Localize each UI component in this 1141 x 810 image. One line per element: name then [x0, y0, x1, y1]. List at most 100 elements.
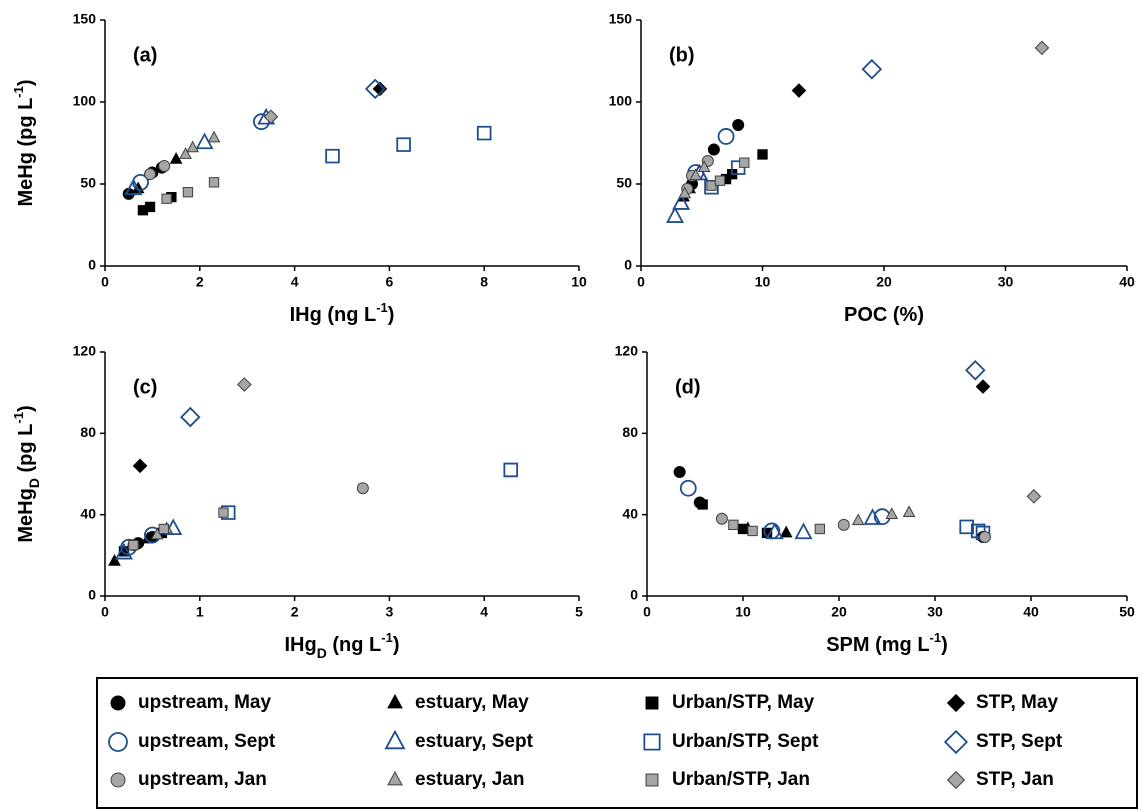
x-axis-label: SPM (mg L-1): [826, 630, 948, 656]
legend-marker: [384, 729, 406, 750]
x-axis-label: POC (%): [844, 304, 924, 326]
legend-label: Urban/STP, Jan: [672, 769, 810, 790]
point: [715, 512, 728, 525]
point: [158, 523, 169, 535]
point: [779, 525, 793, 538]
label-text: ): [388, 304, 395, 326]
point: [169, 152, 183, 164]
x-tick-label: 2: [291, 604, 299, 620]
label-text: IHg (ng L: [290, 304, 377, 326]
point: [186, 140, 200, 153]
point: [476, 125, 492, 141]
label-sup: -1: [381, 630, 393, 645]
legend-label: estuary, May: [415, 692, 529, 713]
point: [237, 377, 252, 392]
legend-marker: [645, 696, 659, 710]
y-tick-label: 40: [622, 505, 638, 521]
point: [959, 519, 974, 535]
x-axis-label: IHgD (ng L-1): [284, 630, 399, 661]
point: [747, 525, 758, 537]
y-tick-label: 150: [609, 11, 633, 27]
point: [739, 157, 750, 168]
point: [794, 522, 813, 540]
x-tick-label: 1: [196, 604, 204, 620]
point: [714, 175, 726, 186]
y-tick-label: 120: [73, 343, 97, 359]
point: [128, 539, 139, 551]
point: [697, 160, 711, 172]
legend-label: estuary, Sept: [415, 731, 534, 752]
y-tick-label: 80: [622, 424, 638, 440]
point: [161, 193, 172, 204]
point: [144, 201, 156, 213]
legend-label: upstream, May: [138, 692, 271, 713]
panel-label: (d): [675, 376, 701, 398]
panel-label: (a): [133, 44, 157, 66]
x-tick-label: 6: [386, 274, 394, 290]
label-text: IHg: [284, 634, 316, 656]
point: [208, 177, 220, 188]
y-tick-label: 0: [630, 587, 638, 603]
point: [124, 178, 143, 196]
legend-marker: [946, 770, 966, 790]
y-tick-label: 50: [80, 175, 96, 191]
legend-label: estuary, Jan: [415, 769, 524, 790]
point: [757, 149, 768, 160]
x-tick-label: 40: [1023, 604, 1039, 620]
legend-label: STP, May: [976, 692, 1058, 713]
point: [207, 130, 221, 143]
legend-marker: [387, 693, 403, 709]
point: [325, 148, 340, 164]
point: [717, 128, 735, 145]
point: [706, 180, 717, 191]
x-tick-label: 30: [998, 274, 1014, 290]
legend-box: [96, 677, 1138, 809]
point: [666, 206, 685, 223]
label-text: (ng L: [327, 634, 381, 656]
x-tick-label: 10: [755, 274, 771, 290]
point: [975, 379, 991, 394]
x-tick-label: 0: [643, 604, 651, 620]
legend-marker: [108, 732, 128, 752]
point: [689, 168, 703, 181]
label-text: ): [393, 634, 400, 656]
label-sub: D: [26, 478, 42, 488]
x-tick-label: 0: [637, 274, 645, 290]
x-tick-label: 8: [480, 274, 488, 290]
legend-marker: [110, 695, 126, 711]
label-text: MeHg: [15, 488, 37, 542]
point: [182, 187, 194, 198]
point: [837, 518, 850, 531]
y-tick-label: 0: [624, 257, 632, 273]
x-tick-label: 2: [196, 274, 204, 290]
legend-label: STP, Jan: [976, 769, 1054, 790]
point: [263, 109, 279, 125]
label-text: SPM (mg L: [826, 634, 929, 656]
point: [765, 522, 784, 540]
legend-marker: [946, 693, 966, 713]
x-tick-label: 0: [101, 274, 109, 290]
point: [673, 465, 686, 478]
x-tick-label: 3: [386, 604, 394, 620]
y-tick-label: 0: [88, 587, 96, 603]
point: [672, 193, 691, 210]
x-tick-label: 50: [1119, 604, 1135, 620]
label-sup: -1: [11, 86, 26, 98]
point: [114, 542, 133, 560]
label-sup: -1: [930, 630, 942, 645]
point: [814, 523, 825, 535]
legend-marker: [643, 733, 661, 751]
point: [697, 499, 708, 510]
y-tick-label: 40: [80, 505, 96, 521]
point: [707, 143, 720, 156]
point: [1026, 489, 1042, 504]
point: [978, 531, 991, 544]
label-text: (pg L: [15, 424, 37, 478]
point: [678, 186, 692, 199]
point: [108, 554, 121, 566]
point: [861, 58, 883, 80]
y-tick-label: 100: [73, 93, 97, 109]
point: [180, 406, 201, 428]
point: [732, 118, 745, 131]
